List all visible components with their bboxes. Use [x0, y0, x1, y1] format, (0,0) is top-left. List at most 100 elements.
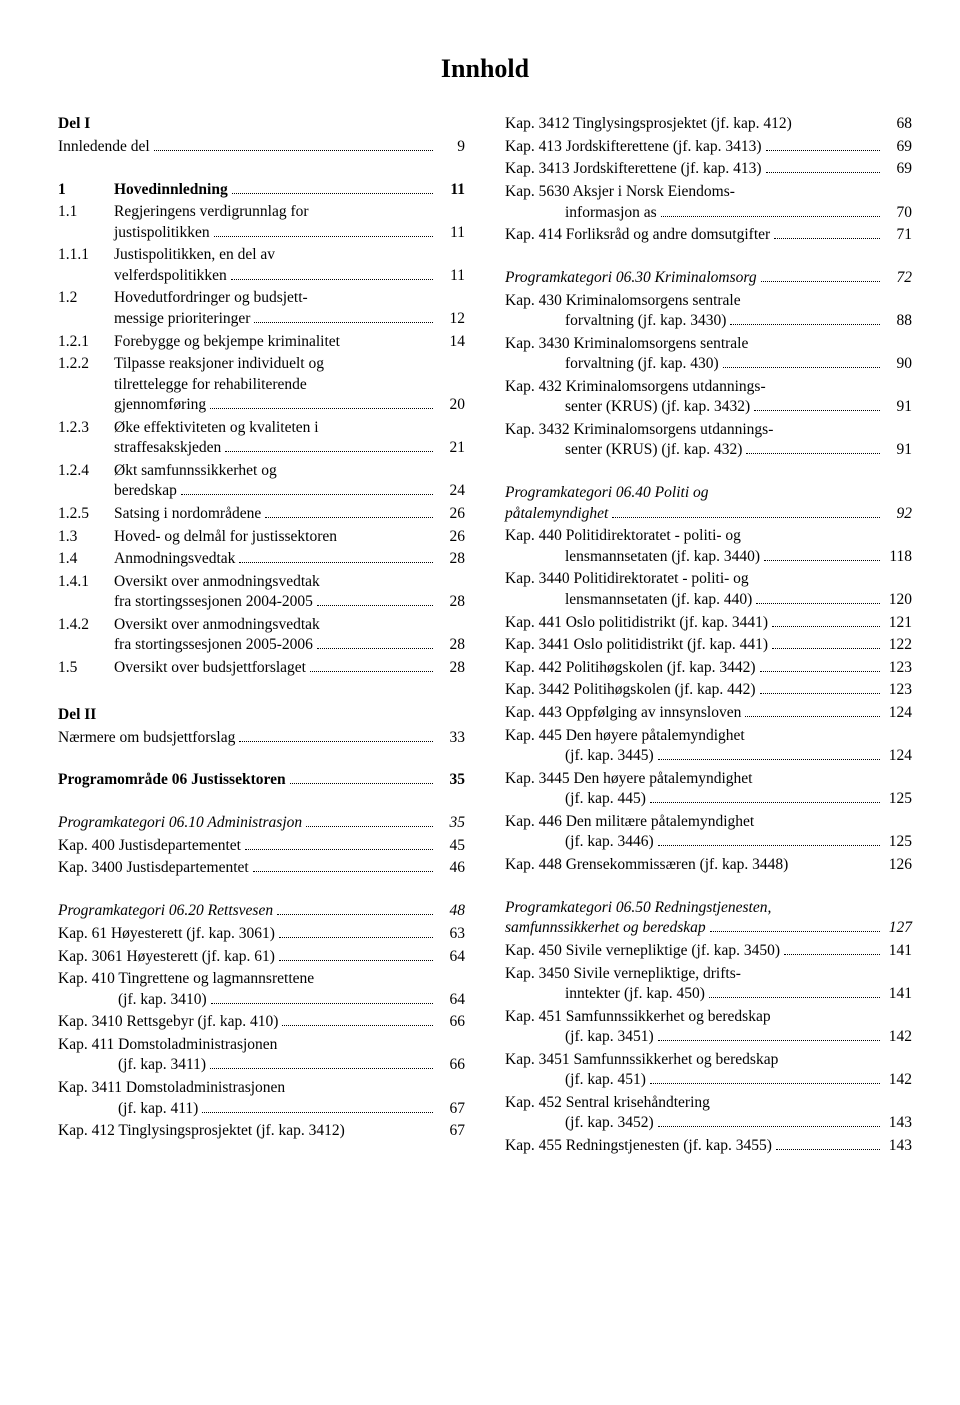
toc-text: Oversikt over budsjettforslaget28 [114, 658, 465, 678]
toc-text: Kap. 443 Oppfølging av innsynsloven124 [505, 703, 912, 723]
toc-number: 1.4.2 [58, 615, 106, 635]
toc-row: Kap. 446 Den militære påtalemyndighet(jf… [505, 812, 912, 853]
toc-page: 11 [437, 266, 465, 286]
toc-row: 1.1.1Justispolitikken, en del avvelferds… [58, 245, 465, 286]
toc-text: Innledende del9 [58, 137, 465, 157]
toc-page: 142 [884, 1070, 912, 1090]
toc-row: Kap. 443 Oppfølging av innsynsloven124 [505, 703, 912, 723]
toc-text: Kap. 3410 Rettsgebyr (jf. kap. 410)66 [58, 1012, 465, 1032]
toc-row: Kap. 3450 Sivile vernepliktige, drifts-i… [505, 964, 912, 1005]
toc-page: 70 [884, 203, 912, 223]
toc-number: 1.2.3 [58, 418, 106, 438]
toc-text: Kap. 413 Jordskifterettene (jf. kap. 341… [505, 137, 912, 157]
toc-row: 1.4Anmodningsvedtak28 [58, 549, 465, 569]
toc-left-column: Del IInnledende del91Hovedinnledning111.… [58, 112, 465, 1159]
toc-page: 26 [437, 504, 465, 524]
toc-row: Kap. 5630 Aksjer i Norsk Eiendoms-inform… [505, 182, 912, 223]
toc-page: 20 [437, 395, 465, 415]
toc-page: 66 [437, 1055, 465, 1075]
toc-row: 1.2.4Økt samfunnssikkerhet ogberedskap24 [58, 461, 465, 502]
toc-row: Kap. 3410 Rettsgebyr (jf. kap. 410)66 [58, 1012, 465, 1032]
toc-text: Programkategori 06.10 Administrasjon35 [58, 813, 465, 833]
toc-text: Kap. 3451 Samfunnssikkerhet og beredskap… [505, 1050, 912, 1091]
toc-page: 64 [437, 990, 465, 1010]
toc-row: Kap. 411 Domstoladministrasjonen(jf. kap… [58, 1035, 465, 1076]
toc-text: Kap. 450 Sivile vernepliktige (jf. kap. … [505, 941, 912, 961]
toc-text: Justispolitikken, en del avvelferdspolit… [114, 245, 465, 286]
toc-page: 118 [884, 547, 912, 567]
toc-row: 1.2.5Satsing i nordområdene26 [58, 504, 465, 524]
page-title: Innhold [58, 54, 912, 84]
toc-row: 1.1 Regjeringens verdigrunnlag forjustisp… [58, 202, 465, 243]
toc-page: 91 [884, 440, 912, 460]
toc-page: 122 [884, 635, 912, 655]
toc-number: 1.2.2 [58, 354, 106, 374]
toc-page: 48 [437, 901, 465, 921]
toc-page: 121 [884, 613, 912, 633]
toc-page: 92 [884, 504, 912, 524]
toc-row: 1.3Hoved- og delmål for justissektoren26 [58, 527, 465, 547]
toc-row: 1.2.1Forebygge og bekjempe kriminalitet1… [58, 332, 465, 352]
toc-text: Programkategori 06.40 Politi ogpåtalemyn… [505, 483, 912, 524]
toc-row: Kap. 413 Jordskifterettene (jf. kap. 341… [505, 137, 912, 157]
spacer [58, 750, 465, 768]
toc-page: 69 [884, 137, 912, 157]
toc-text: Programområde 06 Justissektoren35 [58, 770, 465, 790]
toc-row: 1.4.2Oversikt over anmodningsvedtakfra s… [58, 615, 465, 656]
toc-row: Kap. 442 Politihøgskolen (jf. kap. 3442)… [505, 658, 912, 678]
toc-row: Kap. 400 Justisdepartementet45 [58, 836, 465, 856]
toc-number: 1.2.4 [58, 461, 106, 481]
toc-page: 68 [884, 114, 912, 134]
toc-row: Kap. 3451 Samfunnssikkerhet og beredskap… [505, 1050, 912, 1091]
toc-page: 127 [884, 918, 912, 938]
toc-text: Satsing i nordområdene26 [114, 504, 465, 524]
toc-page: 124 [884, 703, 912, 723]
toc-text: Kap. 430 Kriminalomsorgens sentraleforva… [505, 291, 912, 332]
toc-row: Kap. 441 Oslo politidistrikt (jf. kap. 3… [505, 613, 912, 633]
toc-text: Kap. 5630 Aksjer i Norsk Eiendoms-inform… [505, 182, 912, 223]
toc-columns: Del IInnledende del91Hovedinnledning111.… [58, 112, 912, 1159]
toc-number: 1.1 [58, 202, 106, 222]
toc-row: Kap. 3061 Høyesterett (jf. kap. 61)64 [58, 947, 465, 967]
toc-row: Kap. 432 Kriminalomsorgens utdannings-se… [505, 377, 912, 418]
toc-page: 67 [437, 1099, 465, 1119]
toc-row: Programkategori 06.10 Administrasjon35 [58, 813, 465, 833]
toc-page: 11 [437, 223, 465, 243]
toc-row: Kap. 430 Kriminalomsorgens sentraleforva… [505, 291, 912, 332]
toc-page: 141 [884, 984, 912, 1004]
toc-row: Kap. 440 Politidirektoratet - politi- og… [505, 526, 912, 567]
toc-page: 91 [884, 397, 912, 417]
toc-row: Kap. 61 Høyesterett (jf. kap. 3061)63 [58, 924, 465, 944]
toc-page: 9 [437, 137, 465, 157]
toc-page: 141 [884, 941, 912, 961]
toc-page: 71 [884, 225, 912, 245]
toc-row: Kap. 451 Samfunnssikkerhet og beredskap(… [505, 1007, 912, 1048]
toc-text: Kap. 3441 Oslo politidistrikt (jf. kap. … [505, 635, 912, 655]
toc-text: Kap. 412 Tinglysingsprosjektet (jf. kap.… [58, 1121, 465, 1141]
toc-page: 69 [884, 159, 912, 179]
toc-row: Kap. 452 Sentral krisehåndtering(jf. kap… [505, 1093, 912, 1134]
toc-page: 35 [437, 813, 465, 833]
toc-number: 1.5 [58, 658, 106, 678]
spacer [505, 878, 912, 896]
toc-text: Kap. 3445 Den høyere påtalemyndighet(jf.… [505, 769, 912, 810]
toc-row: Kap. 455 Redningstjenesten (jf. kap. 345… [505, 1136, 912, 1156]
toc-text: Regjeringens verdigrunnlag forjustispoli… [114, 202, 465, 243]
toc-row: 1.4.1Oversikt over anmodningsvedtakfra s… [58, 572, 465, 613]
toc-text: Kap. 411 Domstoladministrasjonen(jf. kap… [58, 1035, 465, 1076]
toc-text: Kap. 61 Høyesterett (jf. kap. 3061)63 [58, 924, 465, 944]
toc-text: Kap. 440 Politidirektoratet - politi- og… [505, 526, 912, 567]
toc-row: 1.5 Oversikt over budsjettforslaget28 [58, 658, 465, 678]
toc-page: 24 [437, 481, 465, 501]
toc-right-column: Kap. 3412 Tinglysingsprosjektet (jf. kap… [505, 112, 912, 1159]
spacer [505, 463, 912, 481]
toc-text: Programkategori 06.30 Kriminalomsorg72 [505, 268, 912, 288]
toc-row: Kap. 448 Grensekommissæren (jf. kap. 344… [505, 855, 912, 875]
toc-text: Kap. 451 Samfunnssikkerhet og beredskap(… [505, 1007, 912, 1048]
toc-text: Kap. 3432 Kriminalomsorgens utdannings-s… [505, 420, 912, 461]
toc-row: Kap. 450 Sivile vernepliktige (jf. kap. … [505, 941, 912, 961]
toc-page: 143 [884, 1136, 912, 1156]
toc-row: Kap. 3413 Jordskifterettene (jf. kap. 41… [505, 159, 912, 179]
toc-page: 124 [884, 746, 912, 766]
toc-row: Kap. 3440 Politidirektoratet - politi- o… [505, 569, 912, 610]
